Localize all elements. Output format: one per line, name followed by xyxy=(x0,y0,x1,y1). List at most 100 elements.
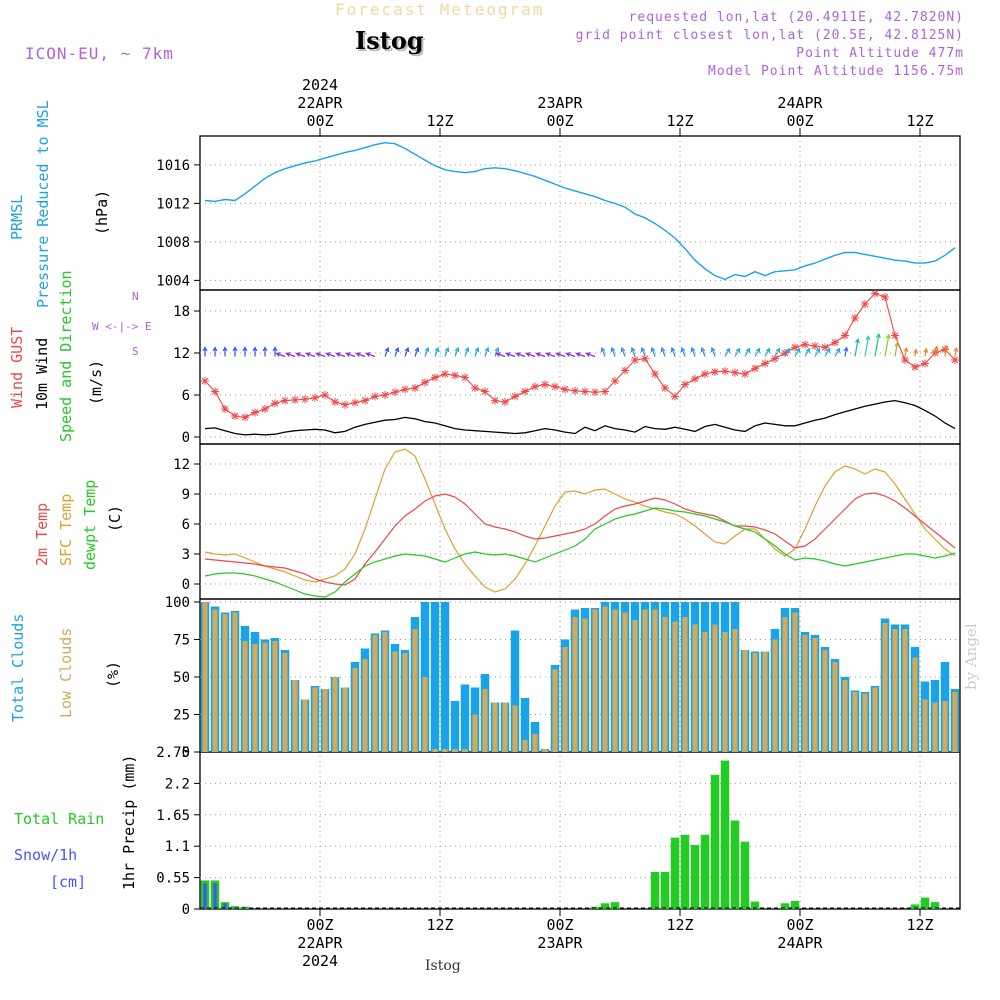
precip-unit: 1hr Precip (mm) xyxy=(120,754,138,890)
snow-bar xyxy=(203,883,207,909)
wind-arrow xyxy=(711,347,716,357)
wind-arrow xyxy=(814,348,821,357)
gust-marker xyxy=(941,345,949,354)
low-cloud-bar xyxy=(232,612,238,752)
low-cloud-bar xyxy=(322,689,328,752)
gust-marker xyxy=(701,370,709,378)
gust-marker xyxy=(201,377,209,385)
low-cloud-bar xyxy=(262,642,268,752)
low-cloud-bar xyxy=(502,702,508,752)
dewpt-label: dewpt Temp xyxy=(81,479,99,570)
gust-marker xyxy=(401,385,409,394)
low-cloud-bar xyxy=(872,687,878,752)
wind-arrow xyxy=(586,352,596,358)
model-label: ICON-EU, ~ 7km xyxy=(25,44,174,63)
wind-arrow xyxy=(444,347,449,357)
gust-marker xyxy=(561,385,569,394)
rain-bar xyxy=(670,837,680,909)
gust-marker xyxy=(921,359,929,368)
low-cloud-bar xyxy=(352,668,358,752)
low-cloud-bar xyxy=(522,740,528,752)
wind-arrow-head xyxy=(700,346,706,353)
low-cloud-bar xyxy=(632,620,638,752)
y-tick-label: 25 xyxy=(173,708,190,724)
low-cloud-bar xyxy=(362,659,368,752)
bottom-time-label: 12Z xyxy=(666,916,693,934)
wind-arrow-head xyxy=(262,346,268,352)
low-cloud-bar xyxy=(462,749,468,752)
snow-unit-label: [cm] xyxy=(50,873,87,891)
wind-arrow xyxy=(306,352,316,358)
wind-arrow xyxy=(934,346,938,357)
wind-arrow xyxy=(854,339,859,357)
top-time-label: 00Z xyxy=(306,112,333,130)
wind-arrow-head xyxy=(345,352,351,357)
total-cloud-bar xyxy=(430,602,440,752)
low-cloud-bar xyxy=(752,653,758,752)
wind-arrow xyxy=(904,348,908,357)
y-tick-label: 0.55 xyxy=(156,871,190,887)
footer-station: Istog xyxy=(425,958,461,974)
wind-arrow-head xyxy=(575,352,581,357)
low-cloud-bar xyxy=(202,602,208,752)
bottom-time-label: 00Z xyxy=(546,916,573,934)
compass-west-east: W <-|-> E xyxy=(92,320,152,333)
sfc-temp-line xyxy=(204,448,956,593)
gust-marker xyxy=(381,391,389,399)
total-clouds-label: Total Clouds xyxy=(9,613,27,722)
wind-arrow xyxy=(944,345,948,357)
gust-label: Wind GUST xyxy=(8,326,26,408)
wind-arrow xyxy=(954,348,958,357)
rain-bar xyxy=(700,834,710,909)
wind-arrow xyxy=(701,347,706,357)
low-cloud-bar xyxy=(442,749,448,752)
low-cloud-bar xyxy=(722,632,728,752)
pressure-desc-label: Pressure Reduced to MSL xyxy=(34,100,52,308)
gust-marker xyxy=(521,387,529,396)
low-cloud-bar xyxy=(542,749,548,752)
wind-arrow xyxy=(546,352,556,358)
gust-marker xyxy=(951,356,959,364)
wind-arrow-head xyxy=(454,346,460,353)
wind-arrow-head xyxy=(202,346,208,352)
low-cloud-bar xyxy=(782,617,788,752)
wind-arrow xyxy=(784,348,791,357)
wind-arrow-head xyxy=(545,352,551,357)
low-cloud-bar xyxy=(252,644,258,752)
wind-arrow-head xyxy=(610,346,616,353)
gust-marker xyxy=(541,380,549,389)
gust-marker xyxy=(271,399,279,408)
y-tick-label: 12 xyxy=(173,457,190,473)
gust-marker xyxy=(831,338,839,347)
gust-marker xyxy=(251,408,259,417)
sfctemp-label: SFC Temp xyxy=(57,493,75,566)
gust-marker xyxy=(641,354,649,363)
low-cloud-bar xyxy=(662,617,668,752)
wind-arrow-head xyxy=(805,347,811,353)
low-cloud-bar xyxy=(842,680,848,752)
top-time-label: 12Z xyxy=(426,112,453,130)
low-cloud-bar xyxy=(292,680,298,752)
top-time-label: 12Z xyxy=(906,112,933,130)
y-tick-label: 1016 xyxy=(156,158,190,174)
low-cloud-bar xyxy=(212,609,218,752)
station-name: Istog xyxy=(355,26,424,55)
wind-arrow-head xyxy=(894,341,900,347)
wind-arrow-head xyxy=(600,346,606,353)
wind-arrow xyxy=(286,352,296,358)
low-cloud-bar xyxy=(302,699,308,752)
wind-arrow xyxy=(631,347,636,357)
gust-marker xyxy=(451,371,459,380)
rain-bar xyxy=(690,845,700,909)
wind-arrow xyxy=(764,348,771,357)
low-cloud-bar xyxy=(702,632,708,752)
total-cloud-bar xyxy=(520,698,530,752)
wind-arrow-head xyxy=(275,352,281,357)
wind-arrow-head xyxy=(525,352,531,357)
chart-title: Forecast Meteogram xyxy=(335,0,545,19)
low-cloud-bar xyxy=(402,653,408,752)
temp2m-label: 2m Temp xyxy=(33,502,51,566)
wind-arrow-head xyxy=(795,347,801,353)
low-cloud-bar xyxy=(342,687,348,752)
gust-marker xyxy=(421,378,429,387)
